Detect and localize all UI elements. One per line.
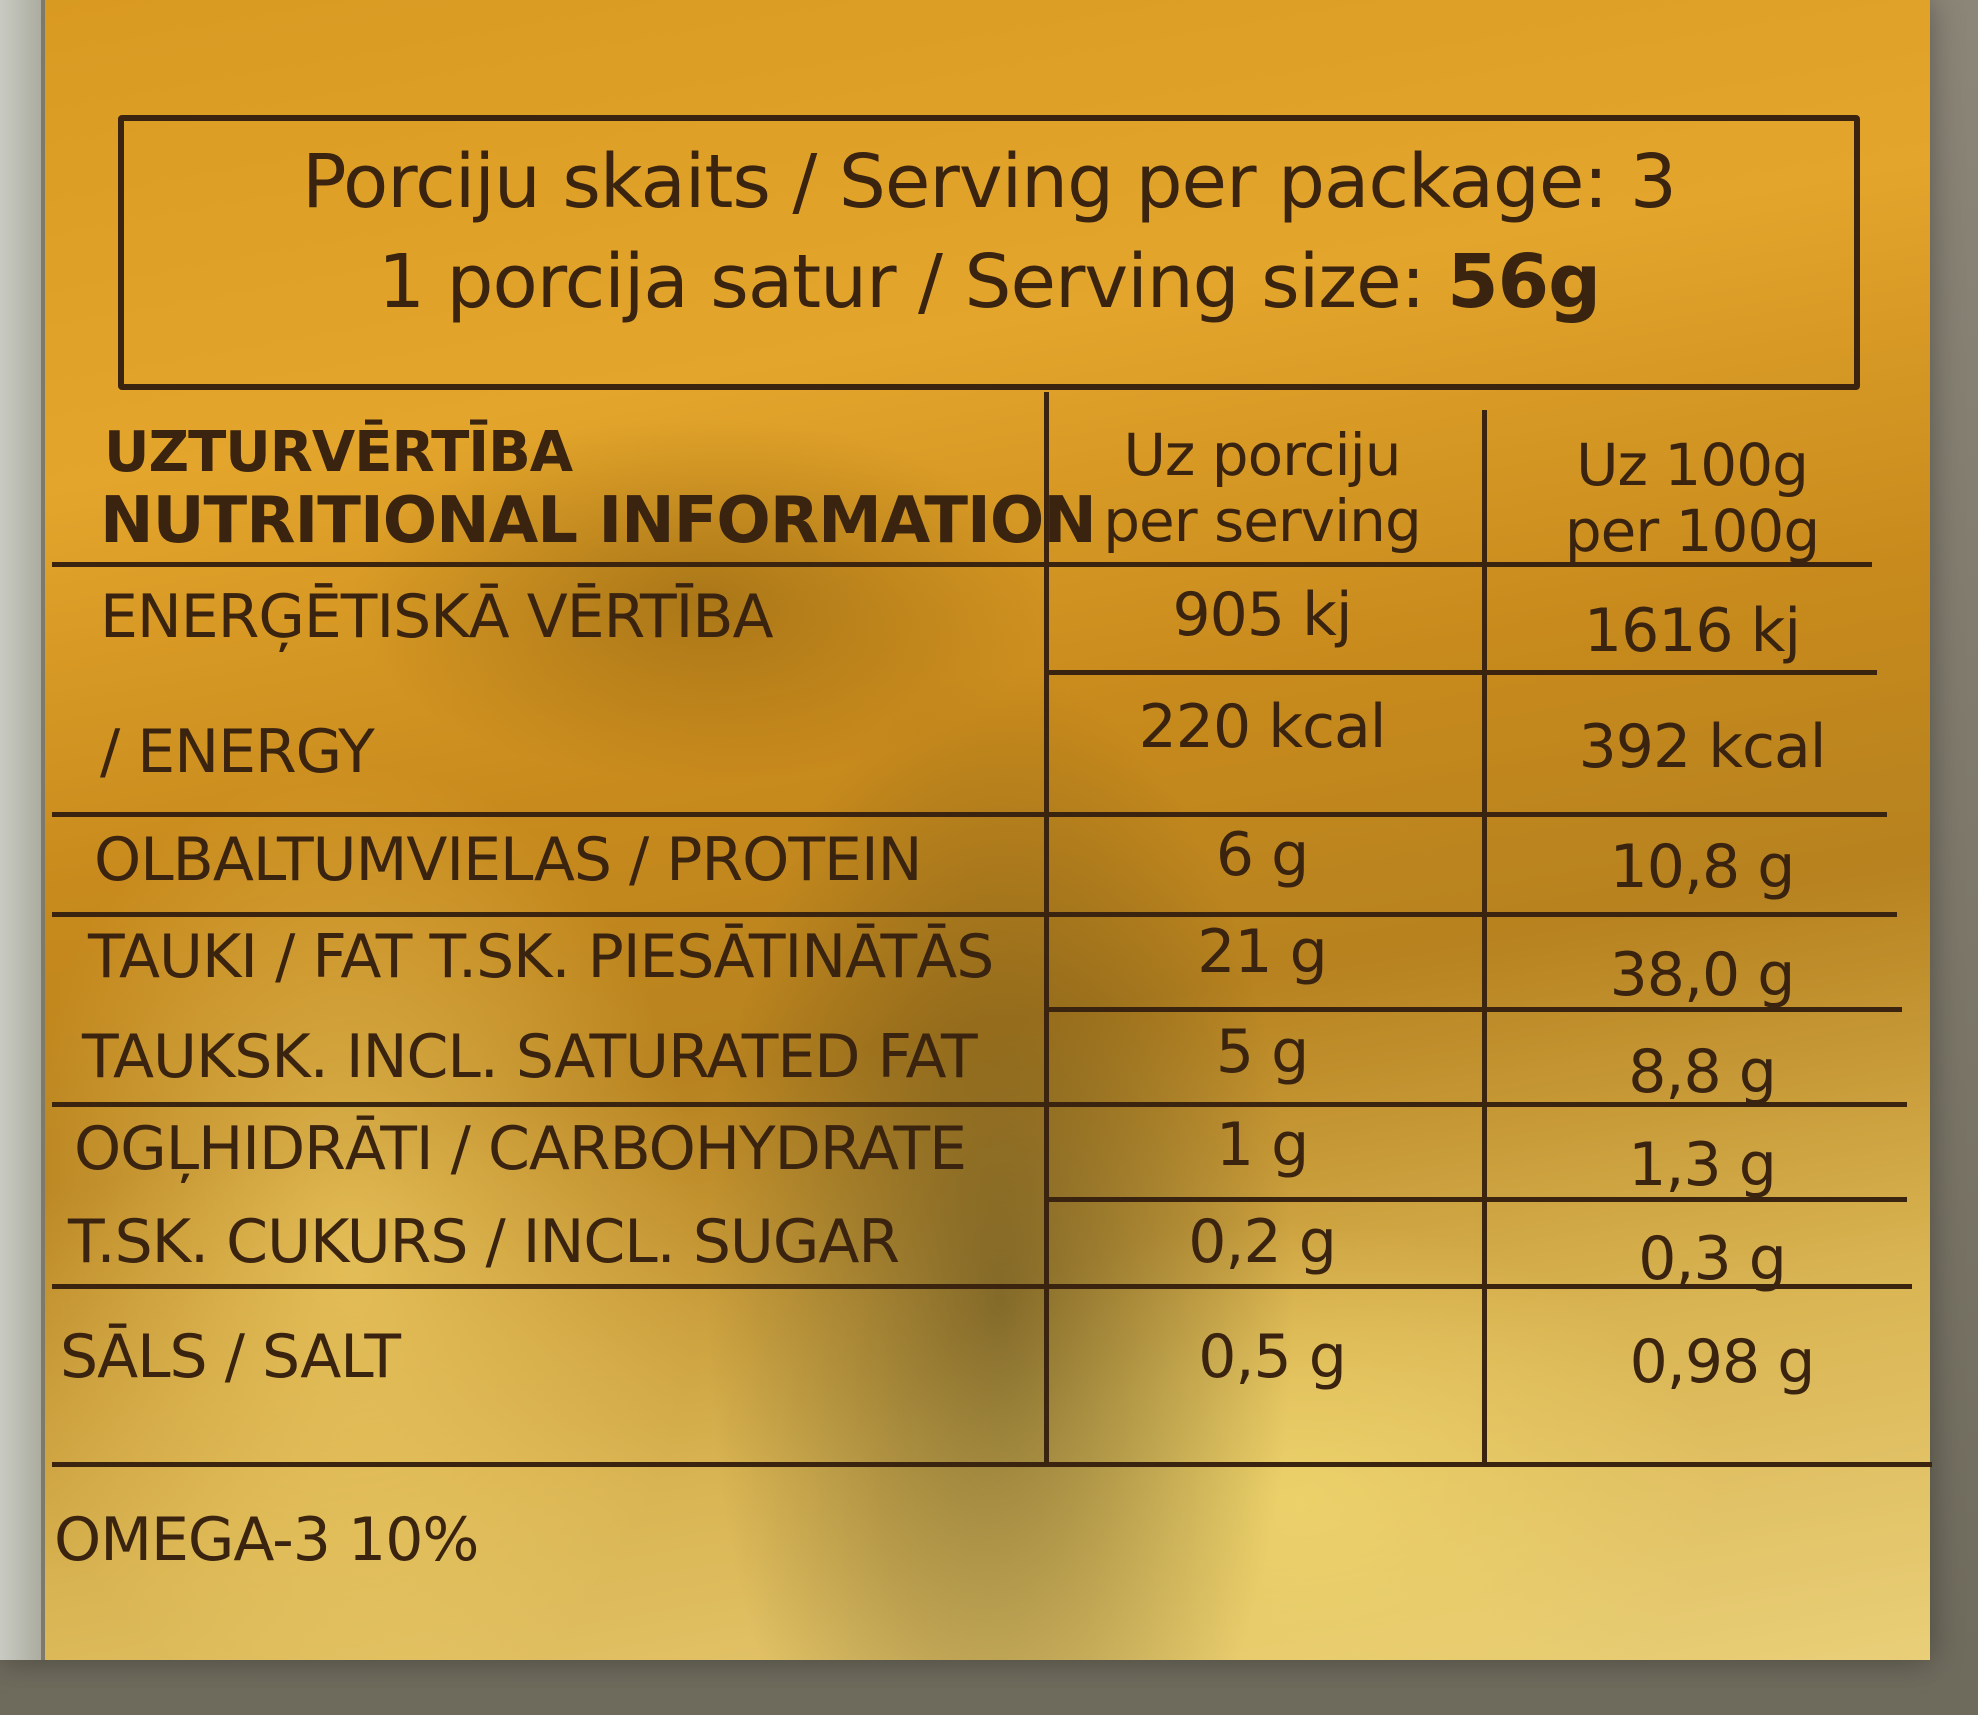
saturated-fat-per-serving: 5 g [1215, 1017, 1309, 1087]
header-title-en: NUTRITIONAL INFORMATION [100, 484, 1097, 558]
header-col1-lv: Uz porciju [1123, 421, 1401, 489]
serving-size: 1 porcija satur / Serving size: 56g [124, 239, 1854, 325]
column-divider-1 [1044, 392, 1049, 1462]
salt-per-100g: 0,98 g [1629, 1327, 1816, 1397]
header-col2-en: per 100g [1564, 497, 1820, 565]
energy-kcal-per-100g: 392 kcal [1578, 712, 1827, 782]
omega-3-note: OMEGA-3 10% [54, 1505, 479, 1575]
protein-per-serving: 6 g [1215, 820, 1309, 890]
carbohydrate-per-serving: 1 g [1215, 1110, 1309, 1180]
row-label-saturated-fat: TAUKSK. INCL. SATURATED FAT [82, 1022, 978, 1092]
row-divider [52, 812, 1887, 817]
row-label-sugar: T.SK. CUKURS / INCL. SUGAR [68, 1207, 900, 1277]
serving-size-label: 1 porcija satur / Serving size: [377, 239, 1448, 325]
row-label-protein: OLBALTUMVIELAS / PROTEIN [94, 825, 923, 895]
servings-per-package: Porciju skaits / Serving per package: 3 [302, 139, 1677, 225]
carb-split-divider [1047, 1197, 1907, 1202]
header-col-per-serving: Uz porciju per serving [1052, 422, 1472, 554]
row-label-carbohydrate: OGĻHIDRĀTI / CARBOHYDRATE [74, 1114, 967, 1184]
row-label-salt: SĀLS / SALT [60, 1322, 401, 1392]
energy-split-divider [1047, 670, 1877, 675]
energy-kcal-per-serving: 220 kcal [1138, 692, 1387, 762]
row-label-energy-lv: ENERĢĒTISKĀ VĒRTĪBA [100, 582, 774, 652]
serving-info-box: Porciju skaits / Serving per package: 3 … [118, 115, 1860, 390]
column-divider-2 [1482, 410, 1487, 1462]
table-bottom [52, 1462, 1932, 1467]
row-divider [52, 912, 1897, 917]
energy-kj-per-100g: 1616 kj [1583, 596, 1801, 666]
row-divider [52, 1102, 1907, 1107]
foil-label: Porciju skaits / Serving per package: 3 … [0, 0, 1932, 1660]
row-label-energy-en: / ENERGY [100, 717, 375, 787]
serving-size-value: 56g [1447, 239, 1601, 325]
header-col2-lv: Uz 100g [1576, 431, 1809, 499]
energy-kj-per-serving: 905 kj [1172, 580, 1352, 650]
fat-per-serving: 21 g [1197, 917, 1328, 987]
fat-per-100g: 38,0 g [1609, 940, 1796, 1010]
salt-per-serving: 0,5 g [1198, 1322, 1347, 1392]
header-divider [52, 562, 1872, 567]
row-label-fat: TAUKI / FAT T.SK. PIESĀTINĀTĀS [88, 922, 994, 992]
saturated-fat-per-100g: 8,8 g [1628, 1037, 1777, 1107]
fat-split-divider [1047, 1007, 1902, 1012]
row-divider [52, 1284, 1912, 1289]
sugar-per-serving: 0,2 g [1188, 1207, 1337, 1277]
header-title-lv: UZTURVĒRTĪBA [104, 420, 573, 485]
sugar-per-100g: 0,3 g [1638, 1224, 1787, 1294]
header-col-per-100g: Uz 100g per 100g [1492, 432, 1892, 564]
protein-per-100g: 10,8 g [1609, 832, 1796, 902]
can-edge [0, 0, 45, 1660]
header-col1-en: per serving [1103, 487, 1422, 555]
carbohydrate-per-100g: 1,3 g [1628, 1130, 1777, 1200]
nutrition-table: UZTURVĒRTĪBA NUTRITIONAL INFORMATION Uz … [52, 392, 1932, 1482]
